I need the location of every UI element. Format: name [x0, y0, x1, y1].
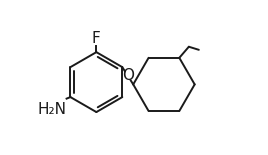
Text: H₂N: H₂N: [38, 102, 66, 117]
Text: O: O: [122, 68, 134, 83]
Text: F: F: [92, 31, 101, 46]
